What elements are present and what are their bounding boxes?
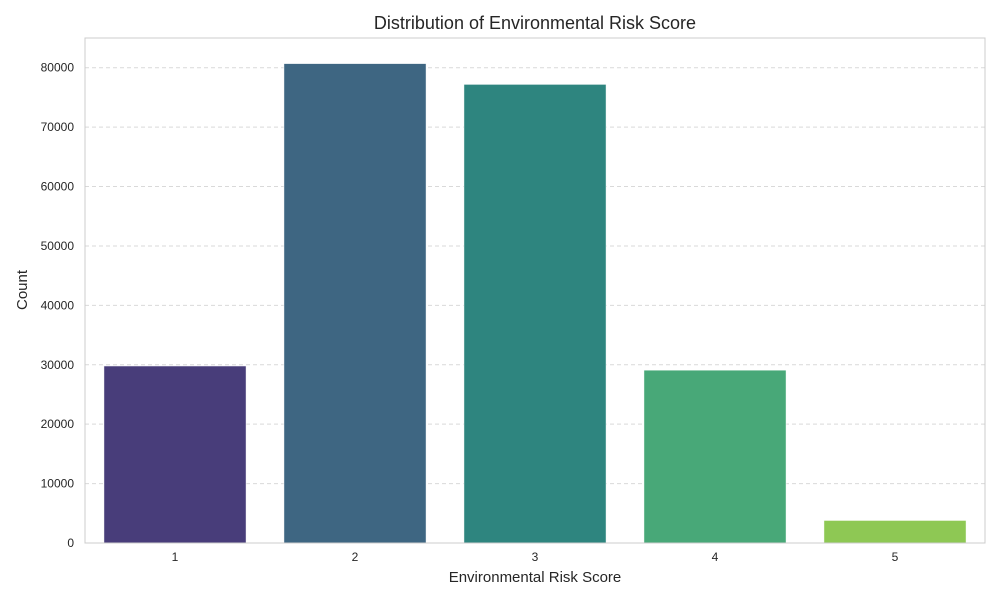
x-tick-label: 4 <box>712 550 719 564</box>
x-axis-label: Environmental Risk Score <box>449 569 622 586</box>
x-tick-label: 1 <box>172 550 179 564</box>
y-tick-label: 60000 <box>41 180 75 194</box>
bar-1 <box>103 365 247 544</box>
bar-4 <box>643 369 787 544</box>
y-tick-label: 40000 <box>41 298 75 312</box>
bars <box>103 63 967 544</box>
y-tick-label: 80000 <box>41 61 75 75</box>
chart-title: Distribution of Environmental Risk Score <box>374 13 696 33</box>
plot-frame <box>84 37 986 544</box>
y-tick-label: 0 <box>67 536 74 550</box>
bar-3 <box>463 84 607 544</box>
bar-5 <box>823 520 967 544</box>
y-tick-label: 10000 <box>41 477 75 491</box>
x-tick-label: 2 <box>352 550 359 564</box>
x-tick-labels: 1 2 3 4 5 <box>172 550 899 564</box>
y-tick-label: 20000 <box>41 417 75 431</box>
y-tick-label: 70000 <box>41 120 75 134</box>
bar-2 <box>283 63 427 544</box>
y-tick-label: 50000 <box>41 239 75 253</box>
x-tick-label: 5 <box>892 550 899 564</box>
y-axis-label: Count <box>14 269 31 310</box>
x-tick-label: 3 <box>532 550 539 564</box>
y-tick-label: 30000 <box>41 358 75 372</box>
y-tick-labels: 0 10000 20000 30000 40000 50000 60000 70000 8000… <box>41 61 75 550</box>
